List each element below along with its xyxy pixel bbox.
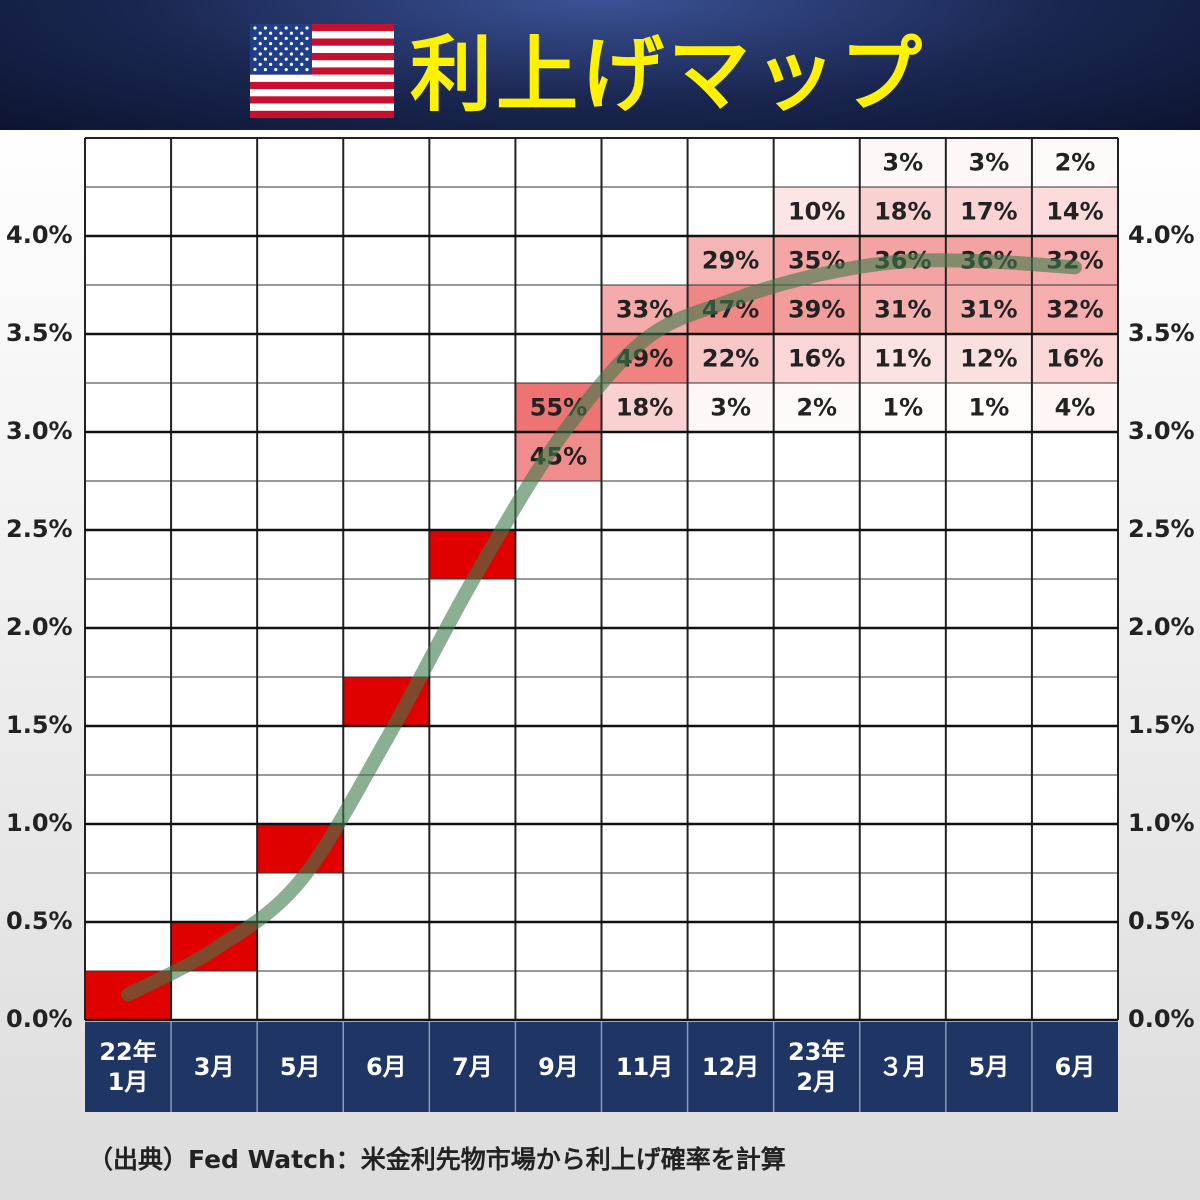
source-note: （出典）Fed Watch：米金利先物市場から利上げ確率を計算 xyxy=(88,1145,786,1174)
y-tick-label-right: 2.5% xyxy=(1128,515,1195,543)
value-label: 16% xyxy=(788,345,845,373)
y-tick-label-right: 3.0% xyxy=(1128,417,1195,445)
value-label: 31% xyxy=(874,296,931,324)
x-tick-label: ３月 xyxy=(878,1053,927,1081)
heat-cell xyxy=(773,285,860,334)
x-tick-label: 6月 xyxy=(1054,1053,1096,1081)
value-label: 18% xyxy=(874,198,931,226)
value-label: 17% xyxy=(960,198,1017,226)
value-label: 3% xyxy=(710,394,751,422)
x-tick-label: 12月 xyxy=(701,1053,760,1081)
value-label: 1% xyxy=(969,394,1010,422)
y-tick-label: 1.5% xyxy=(6,711,73,739)
y-tick-label: 2.0% xyxy=(6,613,73,641)
x-tick-label: 9月 xyxy=(538,1053,579,1081)
heat-cell xyxy=(687,236,774,285)
y-tick-label-right: 0.5% xyxy=(1128,907,1195,935)
value-label: 3% xyxy=(882,149,923,177)
trend-line xyxy=(121,253,1082,1002)
heat-cell xyxy=(1031,383,1118,432)
y-tick-label: 3.5% xyxy=(6,319,73,347)
x-tick-label: 3月 xyxy=(193,1053,235,1081)
heat-cell xyxy=(1031,285,1118,334)
value-label: 31% xyxy=(960,296,1017,324)
value-label: 2% xyxy=(1055,149,1096,177)
heat-cell xyxy=(945,187,1032,236)
value-label: 1% xyxy=(882,394,923,422)
y-tick-label: 3.0% xyxy=(6,417,73,445)
value-label: 32% xyxy=(1046,296,1103,324)
x-tick-label: 5月 xyxy=(279,1053,321,1081)
heat-cell xyxy=(601,383,688,432)
value-label: 3% xyxy=(969,149,1010,177)
heat-cell xyxy=(859,187,946,236)
value-label: 4% xyxy=(1055,394,1096,422)
x-tick-label: 5月 xyxy=(968,1053,1010,1081)
y-tick-label-right: 3.5% xyxy=(1128,319,1195,347)
heat-cell xyxy=(859,334,946,383)
y-tick-label-right: 1.0% xyxy=(1128,809,1195,837)
y-tick-label-right: 0.0% xyxy=(1128,1005,1195,1033)
us-flag xyxy=(250,24,394,118)
value-label: 14% xyxy=(1046,198,1103,226)
heat-cell xyxy=(1031,187,1118,236)
value-label: 10% xyxy=(788,198,845,226)
heat-cell xyxy=(773,187,860,236)
x-tick-label: 6月 xyxy=(365,1053,407,1081)
heat-cell xyxy=(945,334,1032,383)
heat-cell xyxy=(859,285,946,334)
y-tick-label-right: 1.5% xyxy=(1128,711,1195,739)
value-label: 12% xyxy=(960,345,1017,373)
value-label: 39% xyxy=(788,296,845,324)
y-tick-label: 2.5% xyxy=(6,515,73,543)
chart-title: 利上げマップ xyxy=(410,28,927,123)
value-label: 18% xyxy=(616,394,673,422)
value-label: 22% xyxy=(702,345,759,373)
heat-cell xyxy=(773,334,860,383)
value-label: 2% xyxy=(796,394,837,422)
value-label: 29% xyxy=(702,247,759,275)
y-tick-label-right: 4.0% xyxy=(1128,221,1195,249)
heat-cell xyxy=(945,285,1032,334)
x-tick-label: 7月 xyxy=(452,1053,493,1081)
x-tick-label: 23年 2月 xyxy=(787,1038,846,1096)
value-label: 16% xyxy=(1046,345,1103,373)
y-tick-label: 1.0% xyxy=(6,809,73,837)
heat-cell xyxy=(1031,334,1118,383)
header: 利上げマップ xyxy=(0,0,1200,130)
y-tick-label-right: 2.0% xyxy=(1128,613,1195,641)
heat-cell xyxy=(687,334,774,383)
x-tick-label: 22年 1月 xyxy=(99,1038,157,1096)
y-tick-label: 4.0% xyxy=(6,221,73,249)
y-tick-label: 0.0% xyxy=(6,1005,73,1033)
y-tick-label: 0.5% xyxy=(6,907,73,935)
x-tick-label: 11月 xyxy=(615,1053,674,1081)
value-label: 11% xyxy=(874,345,931,373)
